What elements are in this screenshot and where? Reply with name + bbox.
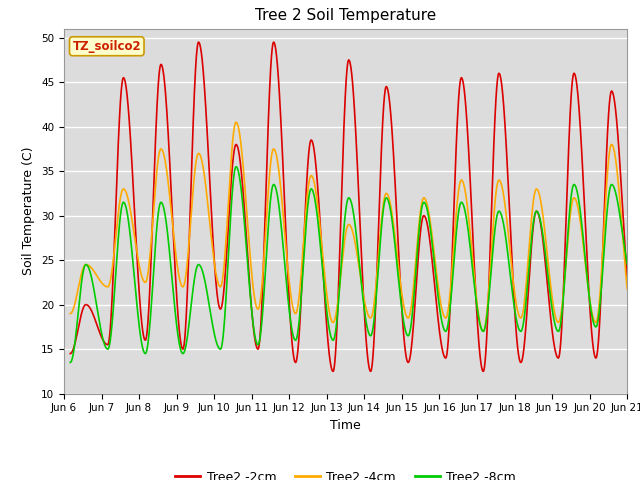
Tree2 -2cm: [570, 71, 577, 76]
Tree2 -4cm: [623, 286, 631, 292]
Tree2 -8cm: [181, 348, 189, 354]
Tree2 -4cm: [181, 280, 189, 286]
Tree2 -8cm: [401, 324, 408, 329]
Tree2 -4cm: [623, 281, 630, 287]
Text: TZ_soilco2: TZ_soilco2: [72, 40, 141, 53]
Tree2 -4cm: [218, 283, 225, 288]
Tree2 -2cm: [410, 310, 418, 315]
Legend: Tree2 -2cm, Tree2 -4cm, Tree2 -8cm: Tree2 -2cm, Tree2 -4cm, Tree2 -8cm: [170, 466, 521, 480]
Y-axis label: Soil Temperature (C): Soil Temperature (C): [22, 147, 35, 276]
Tree2 -2cm: [218, 305, 225, 311]
X-axis label: Time: Time: [330, 419, 361, 432]
Tree2 -4cm: [410, 274, 418, 280]
Title: Tree 2 Soil Temperature: Tree 2 Soil Temperature: [255, 9, 436, 24]
Tree2 -8cm: [410, 288, 418, 293]
Line: Tree2 -2cm: Tree2 -2cm: [70, 42, 627, 372]
Tree2 -8cm: [570, 182, 577, 188]
Tree2 -8cm: [218, 345, 225, 351]
Line: Tree2 -4cm: Tree2 -4cm: [70, 122, 627, 331]
Tree2 -4cm: [401, 307, 408, 312]
Tree2 -8cm: [623, 258, 630, 264]
Tree2 -2cm: [181, 337, 189, 343]
Tree2 -4cm: [570, 195, 577, 201]
Tree2 -8cm: [623, 261, 631, 267]
Tree2 -2cm: [401, 341, 408, 347]
Line: Tree2 -8cm: Tree2 -8cm: [70, 167, 627, 362]
Tree2 -2cm: [623, 276, 631, 282]
Tree2 -2cm: [623, 270, 630, 276]
